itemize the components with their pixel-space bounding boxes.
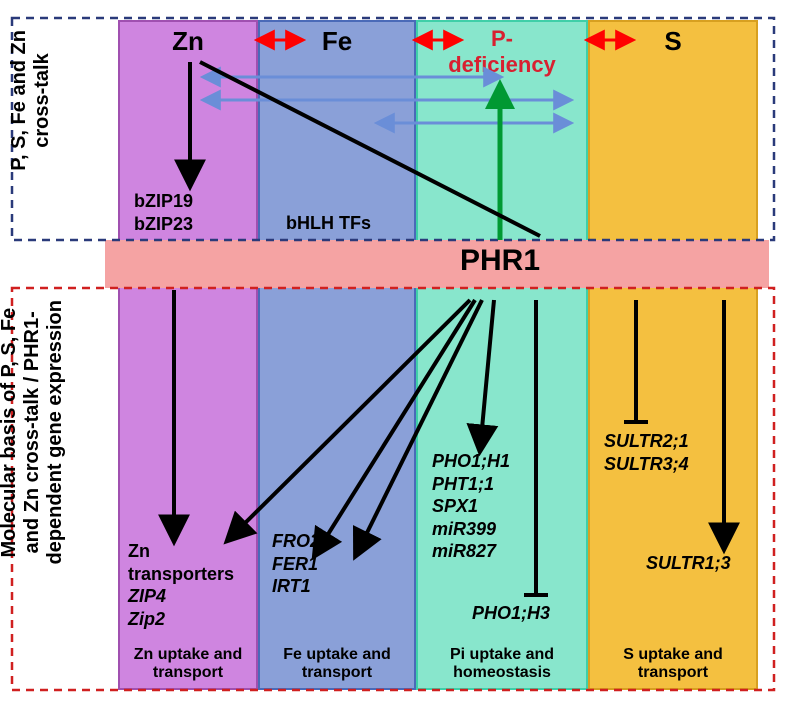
genes-s-bottom: SULTR1;3 [646, 552, 731, 575]
genes-p: PHO1;H1 PHT1;1 SPX1 miR399 miR827 [432, 450, 510, 563]
tf-fe: bHLH TFs [286, 212, 371, 235]
diagram-arrows [0, 0, 787, 712]
genes-fe: FRO2 FER1 IRT1 [272, 530, 320, 598]
genes-s-top: SULTR2;1 SULTR3;4 [604, 430, 689, 475]
side-label-top: P, S, Fe and Zn cross-talk [8, 30, 54, 171]
tf-zn: bZIP19 bZIP23 [134, 190, 193, 235]
genes-zn: ZntransportersZIP4Zip2 [128, 540, 234, 630]
genes-p-pho1h3: PHO1;H3 [472, 602, 550, 625]
side-label-bottom: Molecular basis of P, S, Fe and Zn cross… [0, 300, 67, 565]
